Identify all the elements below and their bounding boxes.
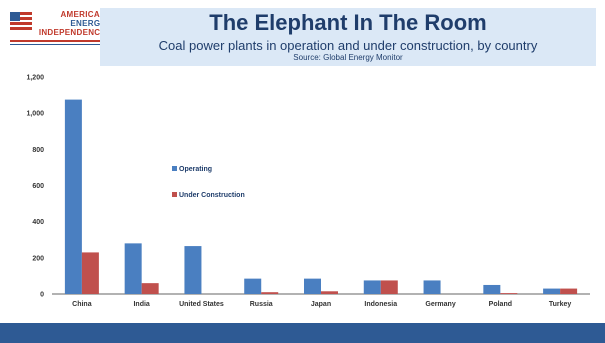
y-tick-label: 200 — [32, 255, 44, 262]
legend-label: Operating — [179, 166, 212, 173]
bar-operating — [244, 278, 262, 294]
legend-swatch — [172, 166, 177, 171]
bar-under-construction — [380, 280, 398, 294]
logo: AMERICAN ENERGY INDEPENDENCE — [8, 10, 106, 58]
logo-rule — [10, 40, 106, 42]
y-tick-label: 0 — [40, 292, 44, 299]
bar-operating — [64, 99, 82, 295]
footer-bar — [0, 323, 605, 343]
bar-operating — [543, 288, 561, 294]
bar-operating — [483, 284, 501, 294]
x-tick-label: United States — [179, 301, 224, 308]
bar-operating — [363, 280, 381, 294]
logo-line-1: AMERICAN — [60, 10, 106, 19]
logo-rule-secondary — [10, 44, 106, 45]
chart-subtitle: Coal power plants in operation and under… — [158, 38, 538, 53]
x-tick-label: Germany — [425, 301, 455, 308]
x-tick-label: China — [72, 301, 92, 308]
bar-operating — [124, 243, 142, 294]
bar-operating — [304, 278, 321, 294]
chart-title: The Elephant In The Room — [209, 10, 487, 35]
bar-under-construction — [321, 291, 338, 294]
y-tick-label: 1,200 — [26, 75, 44, 82]
legend-swatch — [172, 192, 177, 197]
y-tick-label: 600 — [32, 183, 44, 190]
logo-line-2: ENERGY — [70, 19, 106, 28]
bar-under-construction — [500, 293, 518, 294]
logo-text: AMERICAN ENERGY INDEPENDENCE — [34, 10, 106, 37]
bar-under-construction — [261, 292, 279, 294]
x-tick-label: Russia — [250, 301, 273, 308]
y-tick-label: 1,000 — [26, 111, 44, 118]
bar-under-construction — [141, 283, 159, 294]
chart-header: The Elephant In The Room Coal power plan… — [100, 8, 596, 66]
x-tick-label: India — [133, 301, 149, 308]
x-tick-label: Poland — [489, 301, 512, 308]
bar-under-construction — [560, 288, 578, 294]
y-tick-label: 400 — [32, 219, 44, 226]
bar-operating — [423, 280, 441, 294]
logo-line-3: INDEPENDENCE — [38, 28, 106, 37]
flag-icon — [10, 12, 32, 30]
x-tick-label: Indonesia — [364, 301, 397, 308]
bar-under-construction — [81, 252, 99, 294]
legend-label: Under Construction — [179, 192, 245, 199]
chart-source: Source: Global Energy Monitor — [293, 53, 403, 62]
y-tick-label: 800 — [32, 147, 44, 154]
bar-operating — [184, 246, 202, 294]
x-tick-label: Japan — [311, 301, 331, 308]
x-tick-label: Turkey — [549, 301, 572, 308]
